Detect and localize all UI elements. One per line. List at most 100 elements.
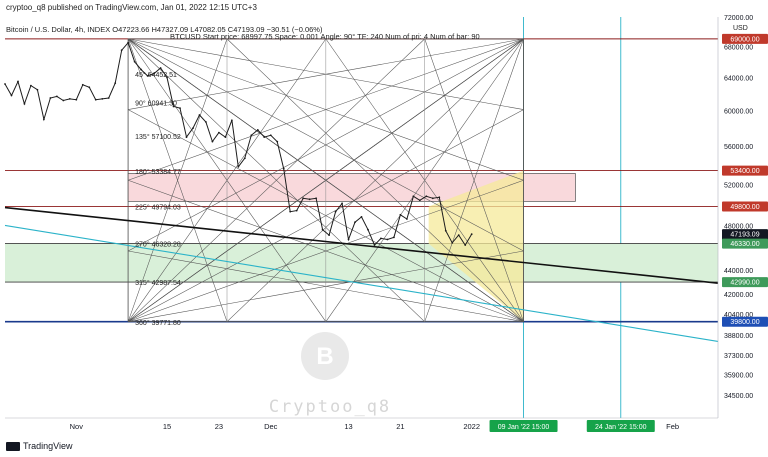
gann-fan-line: [127, 38, 228, 322]
price-point: [347, 238, 350, 241]
price-point: [211, 140, 214, 143]
price-point: [282, 167, 285, 170]
price-point: [101, 97, 104, 100]
watermark: B Cryptoo_q8: [269, 332, 389, 417]
price-tag-box: [722, 238, 768, 249]
price-point: [315, 197, 318, 200]
y-tick-label: 42000.00: [724, 292, 753, 299]
price-tag-box: [722, 33, 768, 44]
y-tick-label: 35900.00: [724, 373, 753, 380]
watermark-bitcoin-glyph: B: [316, 343, 333, 370]
price-tag-label: 47193.09: [730, 232, 759, 239]
gann-level-label: 135° 57100.52: [135, 133, 181, 141]
price-point: [237, 165, 240, 168]
price-point: [166, 76, 168, 79]
price-point: [49, 97, 52, 99]
price-point: [464, 244, 467, 246]
price-point: [36, 88, 39, 91]
x-tick-label: 15: [163, 422, 171, 431]
trend-teal-line: [4, 224, 719, 342]
price-point: [431, 197, 434, 200]
gann-level-label: 225° 49794.03: [135, 204, 181, 212]
y-axis[interactable]: 72000.00 68000.00 64000.00 60000.00 56000.00…: [717, 15, 753, 418]
price-point: [328, 234, 330, 237]
gann-level-label: 270° 46328.28: [135, 241, 181, 249]
price-point: [360, 216, 363, 218]
x-tick-label: 13: [344, 422, 352, 431]
y-tick-label: 60000.00: [724, 109, 753, 116]
price-point: [380, 237, 382, 240]
x-tick-label: Feb: [666, 422, 679, 431]
price-point: [321, 228, 324, 231]
price-point: [172, 105, 175, 108]
gann-level-label: 180° 53384.77: [135, 168, 181, 176]
price-tag-box: [722, 277, 768, 288]
price-point: [205, 121, 207, 123]
y-tick-label: 68000.00: [724, 44, 753, 51]
price-point: [256, 129, 259, 131]
time-tag-box: [586, 420, 655, 432]
price-point: [250, 134, 253, 137]
price-tag-label: 49800.00: [730, 204, 759, 211]
price-point: [230, 119, 233, 122]
price-point: [81, 83, 84, 86]
price-point: [159, 67, 162, 69]
price-point: [354, 221, 356, 224]
x-tick-label: 23: [215, 422, 223, 431]
yellow-zone: [428, 170, 524, 322]
gann-levels: 45° 64452.51 90° 60941.30 135° 57100.52 180…: [135, 71, 181, 327]
price-tag-box: [722, 316, 768, 327]
watermark-bitcoin-icon: [301, 332, 349, 380]
price-point: [438, 196, 441, 199]
x-tick-label: Nov: [70, 422, 84, 431]
y-tick-label: 48000.00: [724, 223, 753, 230]
x-tick-label: 21: [396, 422, 404, 431]
price-point: [451, 241, 454, 244]
price-point: [153, 72, 155, 75]
y-tick-label: 40400.00: [724, 312, 753, 319]
price-point: [94, 98, 97, 101]
gann-level-label: 45° 64452.51: [135, 71, 177, 79]
price-point: [425, 195, 428, 198]
price-point: [405, 218, 408, 220]
price-point: [334, 210, 337, 213]
price-point: [444, 229, 447, 232]
price-point: [295, 209, 298, 212]
price-point: [23, 103, 26, 105]
y-tick-label: 56000.00: [724, 144, 753, 151]
price-tags: 69000.0053400.0049800.0047193.0902:44:54…: [722, 33, 768, 327]
x-axis[interactable]: Nov 15 23 Dec 13 21 2022 Feb 09 Jan '22 15:00 24 …: [5, 417, 718, 432]
y-tick-label: 72000.00: [724, 15, 753, 22]
price-point: [243, 157, 246, 160]
price-point: [107, 97, 110, 99]
price-point: [179, 107, 181, 110]
price-point: [30, 84, 32, 87]
x-tick-label: Dec: [264, 422, 278, 431]
price-point: [185, 136, 188, 138]
price-point: [4, 83, 6, 85]
price-point: [218, 131, 220, 134]
price-point: [140, 68, 143, 71]
price-point: [146, 75, 149, 77]
price-tag-label: 42990.00: [730, 280, 759, 287]
price-point: [418, 199, 421, 202]
time-tag-label: 09 Jan '22 15:00: [498, 424, 550, 431]
x-tick-label: 2022: [463, 422, 480, 431]
price-point: [198, 114, 201, 116]
price-point: [308, 198, 311, 201]
symbol-line: Bitcoin / U.S. Dollar, 4h, INDEX O47223.…: [6, 25, 323, 34]
tradingview-brand: TradingView: [23, 441, 73, 451]
price-point: [373, 244, 376, 246]
y-tick-label: 52000.00: [724, 182, 753, 189]
price-tag-box: [722, 165, 768, 176]
y-tick-label: 38800.00: [724, 333, 753, 340]
price-point: [224, 136, 227, 138]
gann-box: [127, 38, 524, 323]
price-tag-label: 69000.00: [730, 36, 759, 43]
price-tag-label: 46330.00: [730, 241, 759, 248]
tradingview-footer[interactable]: TradingView: [6, 441, 73, 451]
price-tag-label: 53400.00: [730, 168, 759, 175]
trend-lines: [4, 206, 719, 342]
price-point: [393, 236, 395, 239]
price-point: [412, 195, 415, 198]
